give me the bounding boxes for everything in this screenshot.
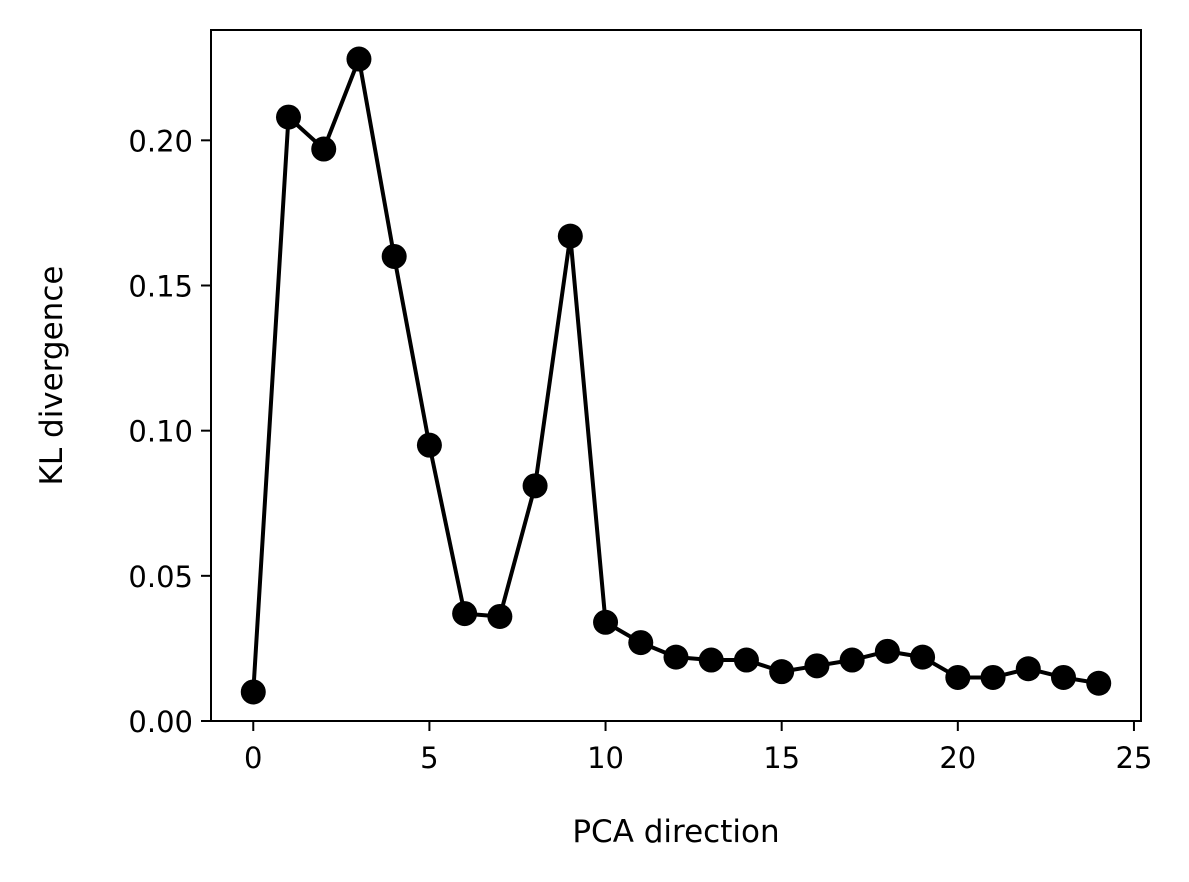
data-point — [452, 601, 478, 627]
y-tick-label: 0.10 — [128, 415, 193, 449]
x-axis-label: PCA direction — [572, 814, 779, 850]
data-point — [733, 647, 759, 673]
series-line — [251, 57, 1100, 693]
data-point — [1051, 664, 1076, 690]
x-tick-label: 20 — [939, 741, 976, 775]
y-axis-label: KL divergence — [34, 266, 70, 486]
y-tick-label: 0.05 — [128, 560, 193, 594]
data-point — [311, 136, 337, 162]
y-tick-label: 0.20 — [128, 124, 193, 158]
data-point — [804, 653, 830, 679]
data-point — [663, 644, 689, 670]
x-tick-label: 25 — [1116, 741, 1153, 775]
data-point — [945, 664, 971, 690]
y-tick-label: 0.15 — [128, 269, 193, 303]
data-point — [487, 603, 513, 629]
data-point — [522, 473, 548, 499]
data-point — [1015, 656, 1041, 682]
x-tick-label: 10 — [587, 741, 624, 775]
data-point — [346, 46, 372, 72]
x-axis-ticks: 0 5 10 15 20 25 — [244, 721, 1152, 775]
data-point — [874, 638, 900, 664]
y-axis-ticks: 0.00 0.05 0.10 0.15 0.20 — [128, 124, 211, 739]
y-tick-label: 0.00 — [128, 705, 193, 739]
data-point — [381, 243, 407, 269]
data-point — [910, 644, 936, 670]
data-point — [1086, 670, 1112, 696]
x-tick-label: 15 — [763, 741, 800, 775]
x-tick-label: 0 — [244, 741, 262, 775]
data-point — [416, 432, 442, 458]
data-point — [628, 630, 654, 656]
data-point — [698, 647, 724, 673]
data-point — [980, 664, 1006, 690]
series-layer — [240, 46, 1112, 705]
data-point — [240, 679, 266, 705]
data-point — [839, 647, 865, 673]
data-point — [593, 609, 619, 635]
data-point — [769, 659, 795, 685]
x-tick-label: 5 — [420, 741, 438, 775]
data-point — [557, 223, 583, 249]
data-point — [276, 104, 301, 130]
axes-frame — [210, 29, 1142, 722]
